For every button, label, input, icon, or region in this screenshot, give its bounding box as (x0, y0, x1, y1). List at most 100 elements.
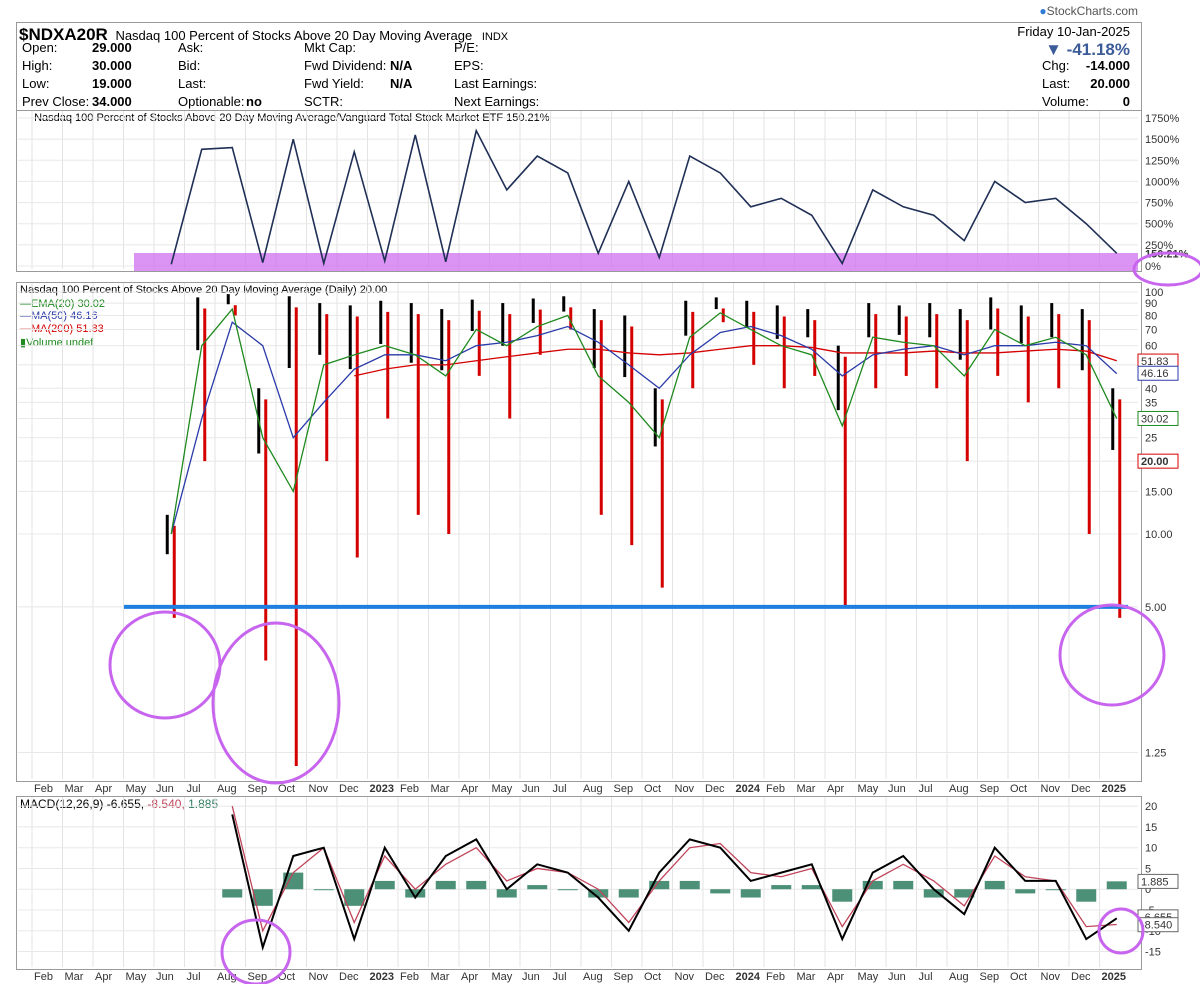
macd-histogram-bar (1076, 889, 1097, 902)
x-tick-label: May (492, 971, 513, 983)
x-tick-label: Jun (156, 783, 174, 795)
quote-value: 19.000 (92, 76, 132, 91)
quote-label: Ask: (178, 40, 204, 55)
x-tick-label: Dec (705, 783, 725, 795)
quote-label: Last: (1042, 76, 1071, 91)
x-tick-label: Oct (1010, 783, 1027, 795)
symbol[interactable]: $NDXA20R (19, 25, 108, 44)
macd-histogram-bar (649, 880, 670, 890)
brand-logo[interactable]: ●StockCharts.com (1039, 4, 1138, 18)
x-tick-label: Mar (431, 971, 450, 983)
x-tick-label: Sep (248, 971, 268, 983)
highlight-circle (211, 621, 341, 785)
quote-value: N/A (390, 58, 413, 73)
x-tick-label: Nov (675, 971, 695, 983)
x-tick-label: May (126, 971, 147, 983)
macd-histogram-bar (1045, 889, 1066, 891)
ma200-line (354, 345, 1117, 377)
quote-label: High: (22, 58, 53, 73)
ma50-line (170, 321, 1118, 535)
x-tick-label: Apr (95, 783, 112, 795)
x-tick-label: Dec (339, 783, 359, 795)
x-tick-label: Oct (644, 971, 661, 983)
highlight-circle (1058, 603, 1166, 707)
rs-y-tick-label: 500% (1145, 219, 1173, 231)
price-y-tick-label: 15.00 (1145, 486, 1173, 498)
quote-label: Next Earnings: (454, 94, 540, 109)
x-tick-label: May (126, 783, 147, 795)
x-tick-label: 2025 (1102, 783, 1126, 795)
macd-line (231, 814, 1118, 952)
macd-histogram-bar (862, 880, 883, 890)
ma50-legend: ―MA(50) 46.16 (20, 310, 98, 322)
x-tick-label: Nov (675, 783, 695, 795)
quote-value: 20.000 (1090, 76, 1130, 91)
highlight-circle (1097, 907, 1145, 955)
macd-histogram-bar (252, 889, 273, 906)
x-tick-label: 2023 (370, 783, 394, 795)
x-tick-label: Feb (766, 783, 785, 795)
macd-y-tick-label: 0 (1145, 884, 1151, 896)
x-tick-label: Jun (156, 971, 174, 983)
price-y-tick-label: 25 (1145, 433, 1157, 445)
x-tick-label: Feb (34, 783, 53, 795)
x-tick-label: Jul (919, 971, 933, 983)
x-tick-label: 2024 (736, 783, 761, 795)
symbol-name: Nasdaq 100 Percent of Stocks Above 20 Da… (115, 28, 473, 43)
macd-histogram-bar (923, 889, 944, 898)
quote-value: 0 (1122, 94, 1130, 109)
brand-dot-icon: ● (1039, 4, 1047, 18)
macd-histogram-bar (527, 885, 548, 890)
x-tick-label: 2023 (370, 971, 394, 983)
ema20-line (170, 307, 1118, 535)
macd-last-value-label: -8.540 (1141, 920, 1172, 932)
macd-histogram-bar (801, 885, 822, 890)
x-tick-label: Feb (400, 783, 419, 795)
quote-value: no (246, 94, 262, 109)
x-tick-label: Sep (614, 783, 634, 795)
x-tick-label: Mar (431, 783, 450, 795)
quote-label: Volume: (1042, 94, 1089, 109)
x-tick-label: Nov (309, 971, 329, 983)
signal-line (231, 805, 1117, 933)
macd-histogram-bar (344, 889, 365, 906)
x-tick-label: Aug (949, 783, 969, 795)
price-y-tick-label: 40 (1145, 383, 1157, 395)
x-tick-label: Apr (461, 971, 478, 983)
quote-label: Last: (178, 76, 207, 91)
quote-label: Bid: (178, 58, 201, 73)
macd-histogram-bar (283, 872, 304, 890)
x-tick-label: Aug (583, 783, 603, 795)
rs-y-tick-label: 1000% (1145, 176, 1179, 188)
macd-last-value-box (1137, 873, 1179, 889)
macd-y-tick-label: 10 (1145, 843, 1157, 855)
x-tick-label: Aug (583, 971, 603, 983)
macd-histogram-bar (954, 889, 975, 898)
quote-label: Low: (22, 76, 50, 91)
last-value-box (1137, 410, 1179, 426)
change-percent: ▼ -41.18% (1045, 40, 1130, 59)
rs-y-tick-label: 1250% (1145, 155, 1179, 167)
ma50-legend-text: MA(50) 46.16 (31, 310, 98, 322)
x-tick-label: Aug (217, 783, 237, 795)
quote-value: -14.000 (1085, 58, 1130, 73)
macd-y-tick-label: 15 (1145, 822, 1157, 834)
macd-histogram-bar (313, 889, 334, 891)
x-tick-label: Jun (888, 783, 906, 795)
macd-histogram-bar (618, 889, 639, 898)
price-last-value-label: 51.83 (1141, 356, 1169, 368)
x-tick-label: Sep (980, 783, 1000, 795)
price-y-tick-label: 90 (1145, 298, 1157, 310)
x-tick-label: Sep (980, 971, 1000, 983)
x-tick-label: Mar (65, 971, 84, 983)
x-tick-label: Dec (1071, 971, 1091, 983)
macd-y-tick-label: -15 (1145, 947, 1161, 959)
x-tick-label: Sep (614, 971, 634, 983)
x-tick-label: Apr (95, 971, 112, 983)
signal-legend-value: -8.540, (147, 797, 185, 811)
price-y-tick-label: 100 (1145, 287, 1163, 299)
highlight-band (134, 253, 1138, 271)
x-tick-label: Sep (248, 783, 268, 795)
quote-label: Mkt Cap: (304, 40, 357, 55)
quote-value: N/A (390, 76, 413, 91)
